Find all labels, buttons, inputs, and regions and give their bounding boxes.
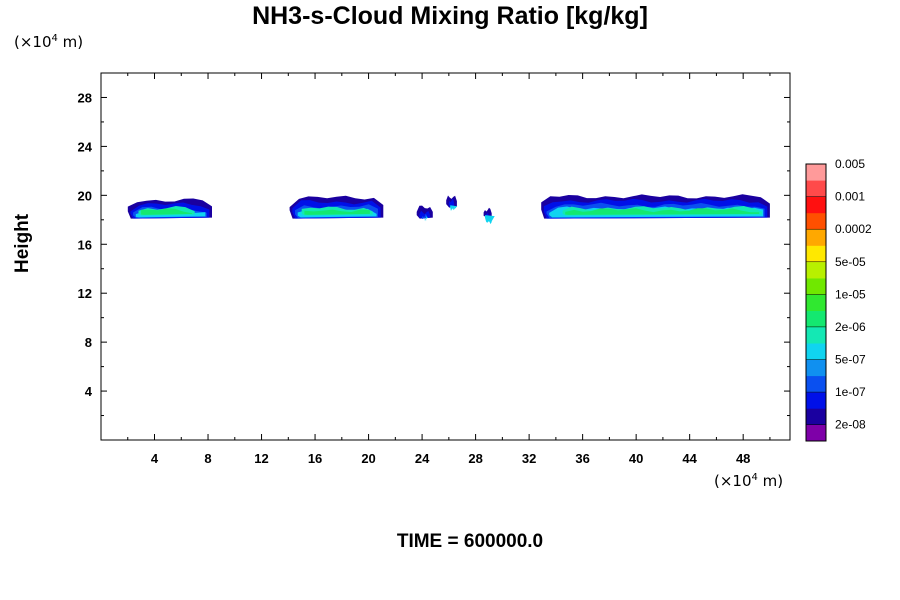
y-tick-label: 16 bbox=[78, 237, 92, 252]
cloud-region bbox=[127, 198, 212, 219]
cloud-band bbox=[424, 216, 428, 222]
colorbar-label: 0.001 bbox=[835, 190, 865, 204]
colorbar-label: 1e-05 bbox=[835, 287, 866, 301]
cloud-core bbox=[304, 209, 370, 215]
colorbar-swatch bbox=[806, 343, 826, 360]
cloud-band bbox=[485, 215, 495, 225]
chart-title: NH3-s-Cloud Mixing Ratio [kg/kg] bbox=[252, 2, 648, 30]
y-tick-label: 20 bbox=[78, 188, 92, 203]
y-tick-label: 4 bbox=[85, 384, 93, 399]
y-tick-label: 24 bbox=[78, 139, 93, 154]
cloud-region bbox=[483, 207, 495, 225]
cloud-core bbox=[141, 208, 192, 215]
colorbar-swatch bbox=[806, 408, 826, 425]
colorbar-label: 2e-08 bbox=[835, 418, 866, 432]
colorbar-swatch bbox=[806, 196, 826, 214]
colorbar-swatch bbox=[806, 229, 826, 246]
cloud-band bbox=[419, 210, 431, 219]
colorbar-swatch bbox=[806, 294, 826, 311]
y-tick-label: 8 bbox=[85, 335, 92, 350]
cloud-band bbox=[422, 213, 428, 219]
colorbar-swatch bbox=[806, 261, 826, 279]
cloud-layer bbox=[127, 194, 770, 225]
colorbar-swatch bbox=[806, 245, 826, 263]
colorbar-label: 1e-07 bbox=[835, 385, 866, 399]
cloud-band-outer bbox=[483, 207, 492, 218]
colorbar-swatch bbox=[806, 424, 826, 442]
x-axis-unit: (×104 m) bbox=[714, 472, 784, 490]
cloud-region bbox=[289, 195, 384, 219]
x-tick-label: 24 bbox=[415, 451, 430, 466]
colorbar-swatch bbox=[806, 278, 826, 295]
x-axis: 4 8 12 16 20 24 28 32 36 40 44 48 bbox=[127, 73, 771, 466]
colorbar-label: 0.0002 bbox=[835, 222, 872, 236]
cloud-band bbox=[450, 205, 458, 211]
y-tick-label: 12 bbox=[78, 286, 92, 301]
y-axis: 4 8 12 16 20 24 28 bbox=[78, 72, 790, 417]
x-tick-label: 4 bbox=[151, 451, 159, 466]
cloud-band bbox=[448, 198, 455, 208]
x-tick-label: 28 bbox=[468, 451, 482, 466]
x-tick-label: 36 bbox=[575, 451, 589, 466]
colorbar-swatch bbox=[806, 212, 826, 230]
colorbar-swatch bbox=[806, 164, 826, 181]
time-label: TIME = 600000.0 bbox=[396, 531, 544, 552]
colorbar-label: 2e-06 bbox=[835, 320, 866, 334]
x-tick-label: 44 bbox=[682, 451, 697, 466]
x-tick-label: 12 bbox=[254, 451, 268, 466]
cloud-region bbox=[446, 195, 458, 211]
colorbar-swatch bbox=[806, 326, 826, 344]
plot-frame bbox=[100, 72, 791, 441]
colorbar-swatch bbox=[806, 375, 826, 393]
cloud-region bbox=[541, 194, 770, 219]
x-tick-label: 32 bbox=[522, 451, 536, 466]
y-tick-label: 28 bbox=[78, 90, 92, 105]
colorbar: 2e-08 1e-07 5e-07 2e-06 1e-05 5e-05 0.0002 0.00… bbox=[805, 157, 872, 442]
cloud-region bbox=[416, 205, 433, 222]
colorbar-label: 0.005 bbox=[835, 157, 865, 171]
colorbar-label: 5e-07 bbox=[835, 353, 866, 367]
x-tick-label: 20 bbox=[361, 451, 375, 466]
colorbar-label: 5e-05 bbox=[835, 255, 866, 269]
cloud-core bbox=[565, 208, 760, 215]
x-tick-label: 48 bbox=[736, 451, 750, 466]
x-tick-label: 40 bbox=[629, 451, 643, 466]
y-axis-unit: (×104 m) bbox=[14, 33, 84, 51]
x-tick-label: 16 bbox=[308, 451, 322, 466]
colorbar-swatch bbox=[806, 359, 826, 377]
colorbar-swatch bbox=[806, 310, 826, 328]
colorbar-swatch bbox=[806, 392, 826, 409]
colorbar-swatch bbox=[806, 180, 826, 197]
x-tick-label: 8 bbox=[204, 451, 211, 466]
